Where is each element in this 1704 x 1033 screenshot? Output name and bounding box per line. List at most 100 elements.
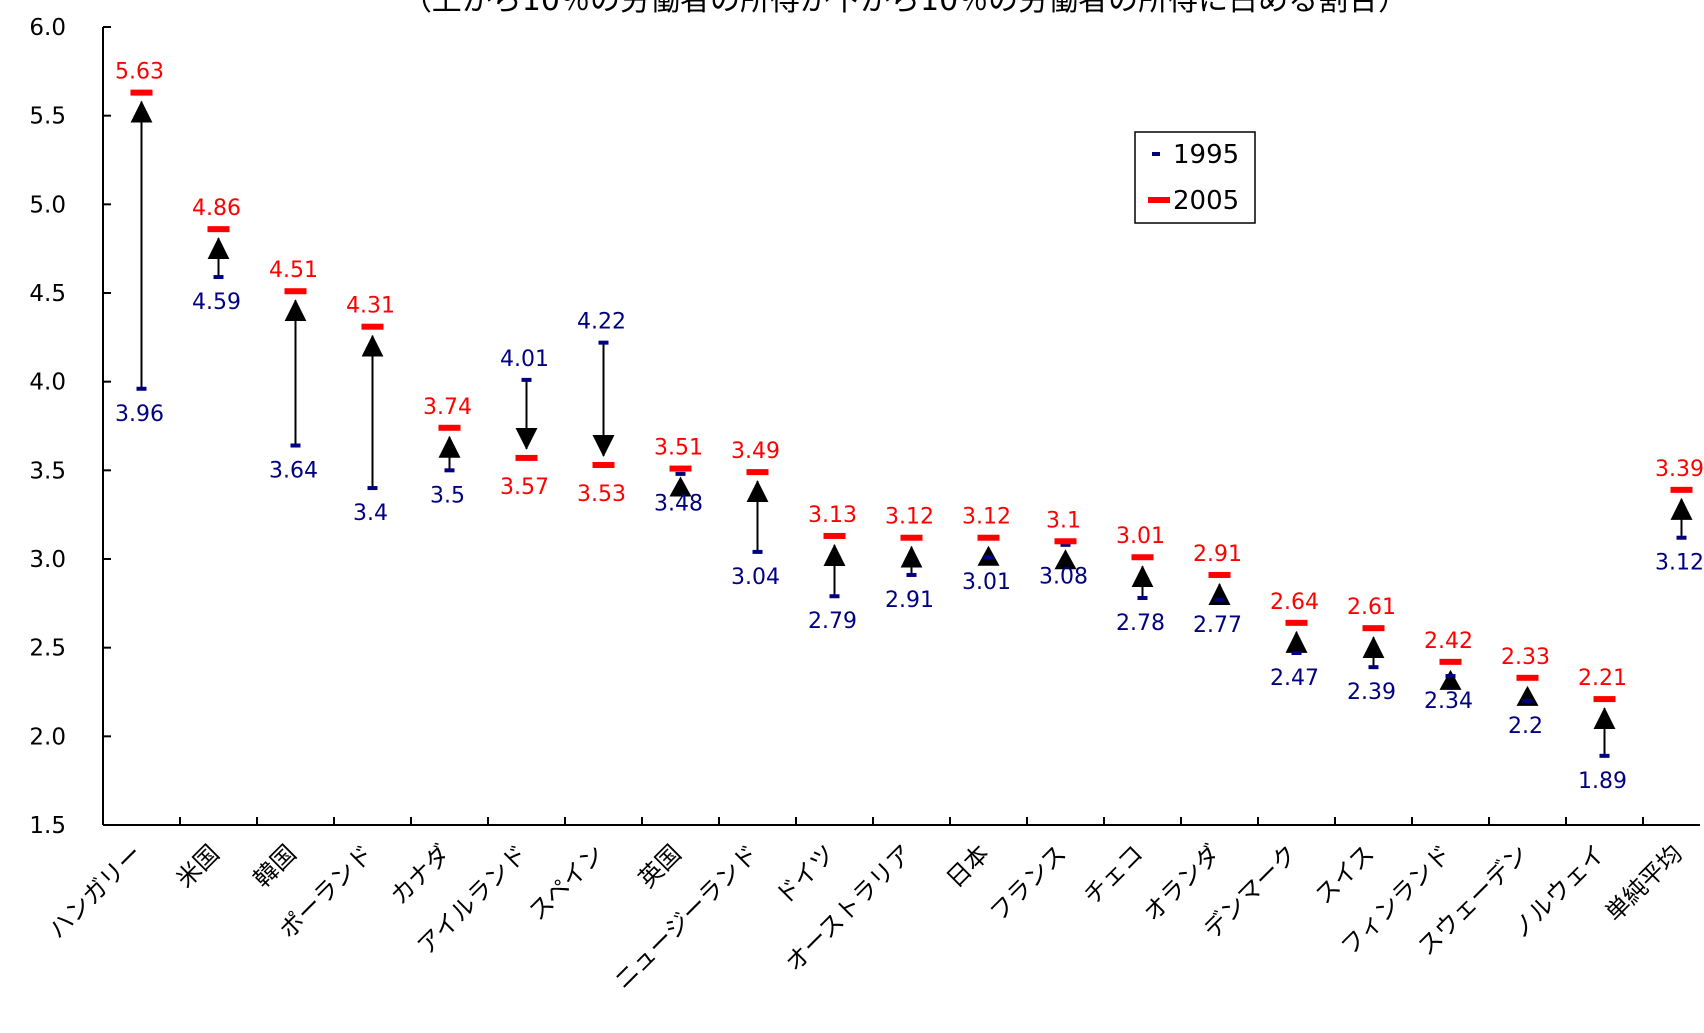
marker-2005 (1516, 674, 1539, 681)
y-tick-label: 6.0 (29, 15, 66, 41)
value-label-1995: 4.22 (577, 310, 626, 335)
x-category-label: 日本 (941, 839, 995, 893)
value-label-1995: 2.47 (1270, 666, 1319, 691)
category-group: 3.01 2.78 (1116, 524, 1165, 636)
marker-1995 (367, 486, 378, 491)
value-label-2005: 2.42 (1424, 629, 1473, 654)
marker-1995 (752, 549, 763, 554)
x-category-label: カナダ (385, 839, 456, 910)
marker-2005 (1285, 619, 1308, 626)
value-label-1995: 2.34 (1424, 689, 1473, 714)
value-label-2005: 3.74 (423, 395, 472, 420)
marker-2005 (284, 288, 307, 295)
marker-1995 (1676, 535, 1687, 540)
value-label-1995: 3.08 (1039, 564, 1088, 589)
marker-2005 (438, 424, 461, 431)
chart-marks: 5.633.964.864.594.513.644.313.43.743.5 3.… (115, 60, 1704, 794)
value-label-2005: 4.31 (346, 294, 395, 319)
x-category-label: チェコ (1078, 839, 1149, 910)
y-tick-label: 1.5 (29, 813, 66, 839)
y-tick-label: 3.0 (29, 547, 66, 573)
x-category-label: スイス (1310, 839, 1380, 909)
marker-1995 (598, 340, 609, 345)
value-label-1995: 2.2 (1508, 714, 1543, 739)
category-group: 2.21 1.89 (1578, 666, 1627, 794)
marker-2005 (361, 323, 384, 330)
value-label-2005: 3.53 (577, 482, 626, 507)
change-arrowhead (1439, 669, 1462, 690)
value-label-2005: 3.51 (654, 436, 703, 461)
value-label-1995: 3.12 (1655, 551, 1704, 576)
value-label-2005: 2.21 (1578, 666, 1627, 691)
y-tick-label: 4.5 (29, 281, 66, 307)
category-group: 3.12 2.91 (885, 505, 934, 613)
marker-1995 (1368, 665, 1379, 670)
marker-1995 (1060, 542, 1071, 547)
marker-1995 (1137, 596, 1148, 601)
category-group: 4.51 3.64 (269, 258, 318, 483)
value-label-2005: 2.61 (1347, 595, 1396, 620)
y-tick-label: 3.5 (29, 458, 66, 484)
value-label-1995: 2.79 (808, 609, 857, 634)
category-group: 3.39 3.12 (1655, 457, 1704, 576)
value-label-2005: 2.91 (1193, 542, 1242, 567)
category-group: 4.31 3.4 (346, 294, 395, 526)
x-category-label: ハンガリー (43, 839, 148, 944)
value-label-1995: 2.78 (1116, 611, 1165, 636)
marker-2005 (1362, 625, 1385, 632)
value-label-1995: 3.04 (731, 565, 780, 590)
x-category-label: 英国 (633, 839, 687, 893)
category-group: 5.63 3.96 (115, 60, 164, 427)
y-axis: 1.5 2.0 2.5 3.0 3.5 4.0 4.5 5.0 5.5 6.0 (29, 15, 111, 839)
category-group: 2.61 2.39 (1347, 595, 1396, 705)
value-label-2005: 3.13 (808, 503, 857, 528)
marker-2005 (1439, 658, 1462, 665)
change-arrowhead (669, 476, 692, 497)
x-category-label: スペイン (523, 839, 609, 925)
category-group: 3.12 3.01 (962, 505, 1011, 596)
marker-2005 (977, 534, 1000, 541)
y-tick-label: 4.0 (29, 370, 66, 396)
marker-1995 (213, 275, 224, 280)
marker-1995 (1522, 698, 1533, 703)
marker-1995 (675, 471, 686, 476)
legend-marker-1995 (1152, 152, 1160, 156)
value-label-2005: 2.64 (1270, 590, 1319, 615)
y-tick-label: 5.5 (29, 104, 66, 130)
category-group: 2.33 2.2 (1501, 645, 1550, 739)
marker-2005 (1131, 554, 1154, 561)
legend-box (1134, 131, 1256, 224)
chart-title: （上から10％の労働者の所得が下から10％の労働者の所得に占める割合） (402, 0, 1408, 18)
value-label-2005: 3.39 (1655, 457, 1704, 482)
value-label-2005: 3.1 (1046, 508, 1081, 533)
category-group: 2.64 2.47 (1270, 590, 1319, 691)
value-label-2005: 2.33 (1501, 645, 1550, 670)
category-group: 3.1 3.08 (1039, 508, 1088, 589)
marker-1995 (906, 572, 917, 577)
marker-2005 (900, 534, 923, 541)
x-category-label: 単純平均 (1600, 839, 1688, 927)
value-label-1995: 1.89 (1578, 769, 1627, 794)
category-group: 3.57 4.01 (500, 347, 549, 500)
value-label-2005: 3.01 (1116, 524, 1165, 549)
value-label-2005: 4.86 (192, 196, 241, 221)
value-label-1995: 3.64 (269, 459, 318, 484)
marker-2005 (207, 226, 230, 233)
legend-label-1995: 1995 (1173, 140, 1239, 170)
change-arrowhead (1054, 549, 1077, 570)
legend-marker-2005 (1148, 197, 1170, 203)
marker-1995 (1291, 650, 1302, 655)
category-group: 4.86 4.59 (192, 196, 241, 315)
y-tick-label: 2.5 (29, 636, 66, 662)
category-group: 2.91 2.77 (1193, 542, 1242, 638)
marker-2005 (746, 469, 769, 476)
x-category-label: 韓国 (248, 839, 302, 893)
legend-label-2005: 2005 (1173, 186, 1239, 216)
marker-1995 (983, 555, 994, 560)
value-label-2005: 3.12 (962, 505, 1011, 530)
x-category-label: ニュージーランド (609, 839, 764, 994)
value-label-2005: 3.12 (885, 505, 934, 530)
value-label-1995: 3.48 (654, 492, 703, 517)
